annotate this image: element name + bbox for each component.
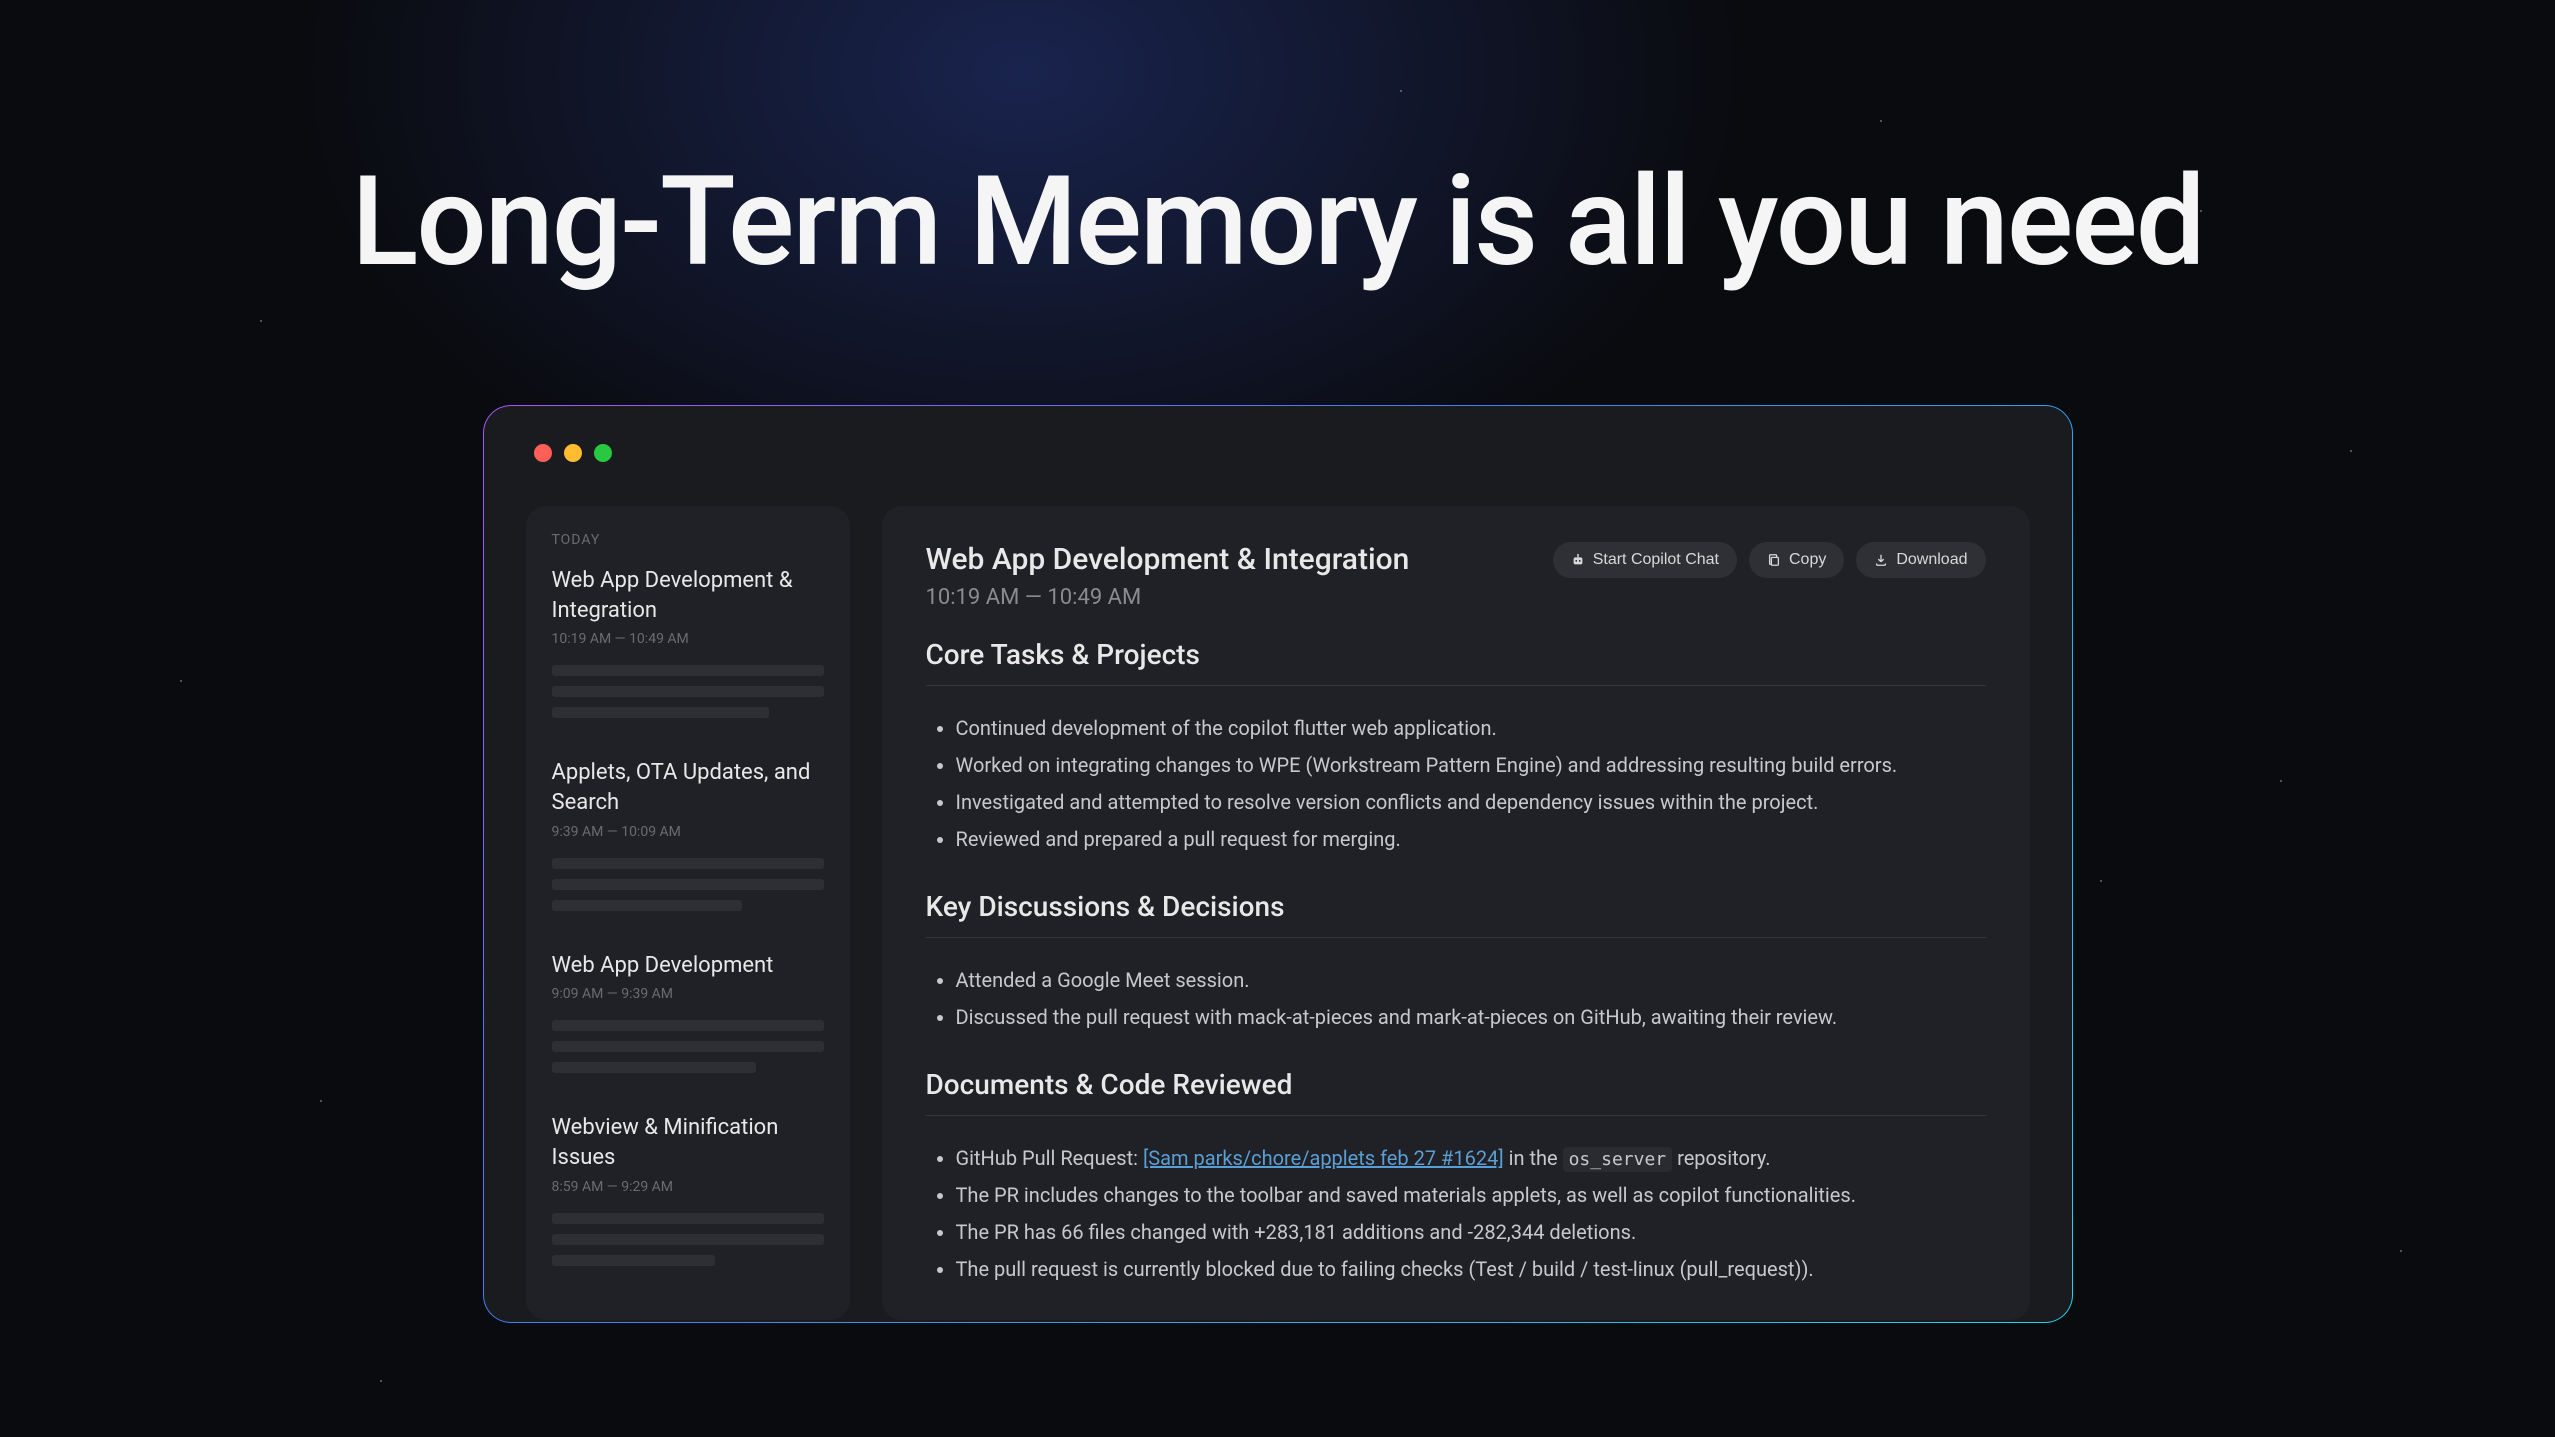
- pr-suffix-b: repository.: [1672, 1146, 1770, 1170]
- pr-prefix: GitHub Pull Request:: [956, 1146, 1143, 1170]
- start-copilot-chat-button[interactable]: Start Copilot Chat: [1553, 542, 1737, 578]
- page-time-range: 10:19 AM — 10:49 AM: [926, 585, 1410, 610]
- list-item: Worked on integrating changes to WPE (Wo…: [956, 747, 1986, 784]
- list-item: The PR includes changes to the toolbar a…: [956, 1177, 1986, 1214]
- list-item: Attended a Google Meet session.: [956, 962, 1986, 999]
- traffic-lights: [526, 444, 2030, 462]
- list-item: The pull request is currently blocked du…: [956, 1251, 1986, 1288]
- core-tasks-list: Continued development of the copilot flu…: [926, 710, 1986, 858]
- sidebar-item-title: Web App Development & Integration: [552, 566, 824, 625]
- sidebar-item[interactable]: Web App Development 9:09 AM — 9:39 AM: [552, 951, 824, 1074]
- button-label: Start Copilot Chat: [1593, 551, 1719, 569]
- placeholder-lines: [552, 1213, 824, 1266]
- list-item: GitHub Pull Request: [Sam parks/chore/ap…: [956, 1140, 1986, 1177]
- sidebar-item[interactable]: Web App Development & Integration 10:19 …: [552, 566, 824, 718]
- list-item: Continued development of the copilot flu…: [956, 710, 1986, 747]
- sidebar-item-time: 9:09 AM — 9:39 AM: [552, 986, 824, 1002]
- placeholder-lines: [552, 665, 824, 718]
- list-item: The PR has 66 files changed with +283,18…: [956, 1214, 1986, 1251]
- sidebar-item-title: Web App Development: [552, 951, 824, 981]
- section-title-discussions: Key Discussions & Decisions: [926, 890, 1986, 923]
- documents-list: GitHub Pull Request: [Sam parks/chore/ap…: [926, 1140, 1986, 1288]
- button-label: Download: [1896, 551, 1967, 569]
- placeholder-lines: [552, 858, 824, 911]
- sidebar-item-time: 9:39 AM — 10:09 AM: [552, 824, 824, 840]
- download-icon: [1874, 553, 1888, 567]
- sidebar-item-title: Webview & Minification Issues: [552, 1113, 824, 1172]
- robot-icon: [1571, 553, 1585, 567]
- download-button[interactable]: Download: [1856, 542, 1985, 578]
- sidebar: TODAY Web App Development & Integration …: [526, 506, 850, 1320]
- close-traffic-light[interactable]: [534, 444, 552, 462]
- repo-code: os_server: [1563, 1147, 1673, 1172]
- hero-title: Long-Term Memory is all you need: [0, 0, 2555, 295]
- copy-button[interactable]: Copy: [1749, 542, 1844, 578]
- main-panel: Web App Development & Integration 10:19 …: [882, 506, 2030, 1320]
- sidebar-item[interactable]: Webview & Minification Issues 8:59 AM — …: [552, 1113, 824, 1265]
- list-item: Investigated and attempted to resolve ve…: [956, 784, 1986, 821]
- list-item: Reviewed and prepared a pull request for…: [956, 821, 1986, 858]
- discussions-list: Attended a Google Meet session. Discusse…: [926, 962, 1986, 1036]
- placeholder-lines: [552, 1020, 824, 1073]
- pr-suffix-a: in the: [1504, 1146, 1563, 1170]
- maximize-traffic-light[interactable]: [594, 444, 612, 462]
- app-window: TODAY Web App Development & Integration …: [483, 405, 2073, 1323]
- button-label: Copy: [1789, 551, 1826, 569]
- section-title-core-tasks: Core Tasks & Projects: [926, 638, 1986, 671]
- pr-link[interactable]: [Sam parks/chore/applets feb 27 #1624]: [1143, 1146, 1504, 1170]
- minimize-traffic-light[interactable]: [564, 444, 582, 462]
- sidebar-item-time: 8:59 AM — 9:29 AM: [552, 1179, 824, 1195]
- divider: [926, 685, 1986, 686]
- copy-icon: [1767, 553, 1781, 567]
- sidebar-today-label: TODAY: [552, 532, 824, 548]
- divider: [926, 1115, 1986, 1116]
- sidebar-item-title: Applets, OTA Updates, and Search: [552, 758, 824, 817]
- section-title-documents: Documents & Code Reviewed: [926, 1068, 1986, 1101]
- sidebar-item-time: 10:19 AM — 10:49 AM: [552, 631, 824, 647]
- sidebar-item[interactable]: Applets, OTA Updates, and Search 9:39 AM…: [552, 758, 824, 910]
- list-item: Discussed the pull request with mack-at-…: [956, 999, 1986, 1036]
- divider: [926, 937, 1986, 938]
- page-title: Web App Development & Integration: [926, 542, 1410, 577]
